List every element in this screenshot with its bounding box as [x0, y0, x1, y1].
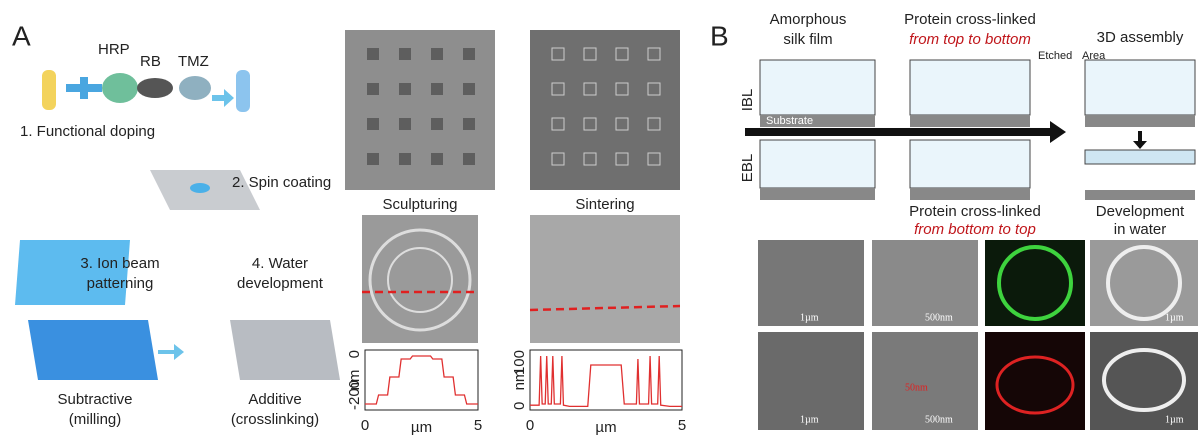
film-diagram	[760, 60, 875, 115]
hrp-molecule	[102, 73, 138, 103]
pillar	[463, 83, 475, 95]
sem-ring	[362, 215, 478, 343]
profile-line	[530, 356, 682, 406]
fluorescence	[985, 332, 1085, 430]
plus-icon	[66, 77, 102, 99]
scale-bar: 500nm	[925, 414, 953, 425]
callout: Area	[1082, 50, 1106, 62]
scale-bar: 500nm	[925, 312, 953, 323]
step: development	[237, 275, 324, 292]
arrow-down	[1133, 131, 1147, 149]
panel-label: B	[710, 20, 729, 51]
pillar	[431, 153, 443, 165]
column-title: Protein cross-linked	[909, 203, 1041, 220]
pillar	[399, 48, 411, 60]
x-tick-label: 0	[526, 417, 534, 434]
callout: Etched	[1038, 50, 1072, 62]
film	[15, 240, 130, 305]
pillar	[463, 48, 475, 60]
row-label: IBL	[739, 89, 756, 112]
developed-film	[230, 320, 340, 380]
x-axis-label: µm	[595, 419, 616, 436]
column-title: Development	[1096, 203, 1185, 220]
column-title: Protein cross-linked	[904, 11, 1036, 28]
scale-bar: 50nm	[905, 382, 928, 393]
substrate	[910, 188, 1030, 200]
sem-title: Sculpturing	[382, 196, 457, 213]
pillar	[399, 83, 411, 95]
step: 2. Spin coating	[232, 174, 331, 191]
step: 1. Functional doping	[20, 123, 155, 140]
column-title: silk film	[783, 31, 832, 48]
step: patterning	[87, 275, 154, 292]
pillar	[367, 153, 379, 165]
arrow	[158, 344, 184, 360]
reagent: HRP	[98, 41, 130, 58]
plot-frame	[365, 350, 478, 410]
film-diagram	[910, 60, 1030, 115]
column-title: 3D assembly	[1097, 29, 1184, 46]
scale-bar: 1µm	[1165, 312, 1184, 323]
column-title: Amorphous	[770, 11, 847, 28]
film-diagram	[1085, 60, 1195, 115]
pillar	[431, 48, 443, 60]
outcome: (milling)	[69, 411, 122, 428]
pillar	[367, 118, 379, 130]
pillar	[431, 118, 443, 130]
scale-bar: 1µm	[800, 414, 819, 425]
x-tick-label: 5	[678, 417, 686, 434]
substrate	[1085, 115, 1195, 127]
substrate	[760, 188, 875, 200]
scale-bar: 1µm	[1165, 414, 1184, 425]
film-diagram	[910, 140, 1030, 188]
tmz-molecule	[179, 76, 211, 100]
profile-line	[365, 356, 478, 404]
column-title: in water	[1114, 221, 1167, 238]
figure: A HRP RB TMZ 1. Functional doping 2. Spi…	[0, 0, 1204, 437]
pillar	[399, 153, 411, 165]
x-tick-label: 5	[474, 417, 482, 434]
bridge	[1085, 150, 1195, 164]
pillar	[367, 48, 379, 60]
pillar	[367, 83, 379, 95]
y-tick-label: 0	[346, 350, 363, 358]
tube	[42, 70, 56, 110]
arrow	[212, 89, 234, 107]
substrate	[910, 115, 1030, 127]
reagent: RB	[140, 53, 161, 70]
milled-film	[28, 320, 158, 380]
x-axis-label: µm	[411, 419, 432, 436]
y-axis-label: nm	[346, 370, 363, 391]
pillar	[431, 83, 443, 95]
pillar	[463, 118, 475, 130]
rb-molecule	[137, 78, 173, 98]
step: 4. Water	[252, 255, 308, 272]
column-subtitle: from top to bottom	[909, 31, 1031, 48]
y-tick-label: 0	[511, 402, 528, 410]
outcome: Subtractive	[57, 391, 132, 408]
scale-bar: 1µm	[800, 312, 819, 323]
film-diagram	[760, 140, 875, 188]
step: 3. Ion beam	[80, 255, 159, 272]
row-label: EBL	[739, 154, 756, 182]
panel-label: A	[12, 20, 31, 51]
drop	[190, 183, 210, 193]
pillar	[463, 153, 475, 165]
sem-title: Sintering	[575, 196, 634, 213]
x-tick-label: 0	[361, 417, 369, 434]
sem-key	[530, 215, 680, 343]
y-axis-label: nm	[511, 370, 528, 391]
substrate-label: Substrate	[766, 115, 813, 127]
substrate	[1085, 190, 1195, 200]
pillar	[399, 118, 411, 130]
tube	[236, 70, 250, 112]
column-subtitle: from bottom to top	[914, 221, 1036, 238]
outcome: (crosslinking)	[231, 411, 319, 428]
reagent: TMZ	[178, 53, 209, 70]
outcome: Additive	[248, 391, 301, 408]
